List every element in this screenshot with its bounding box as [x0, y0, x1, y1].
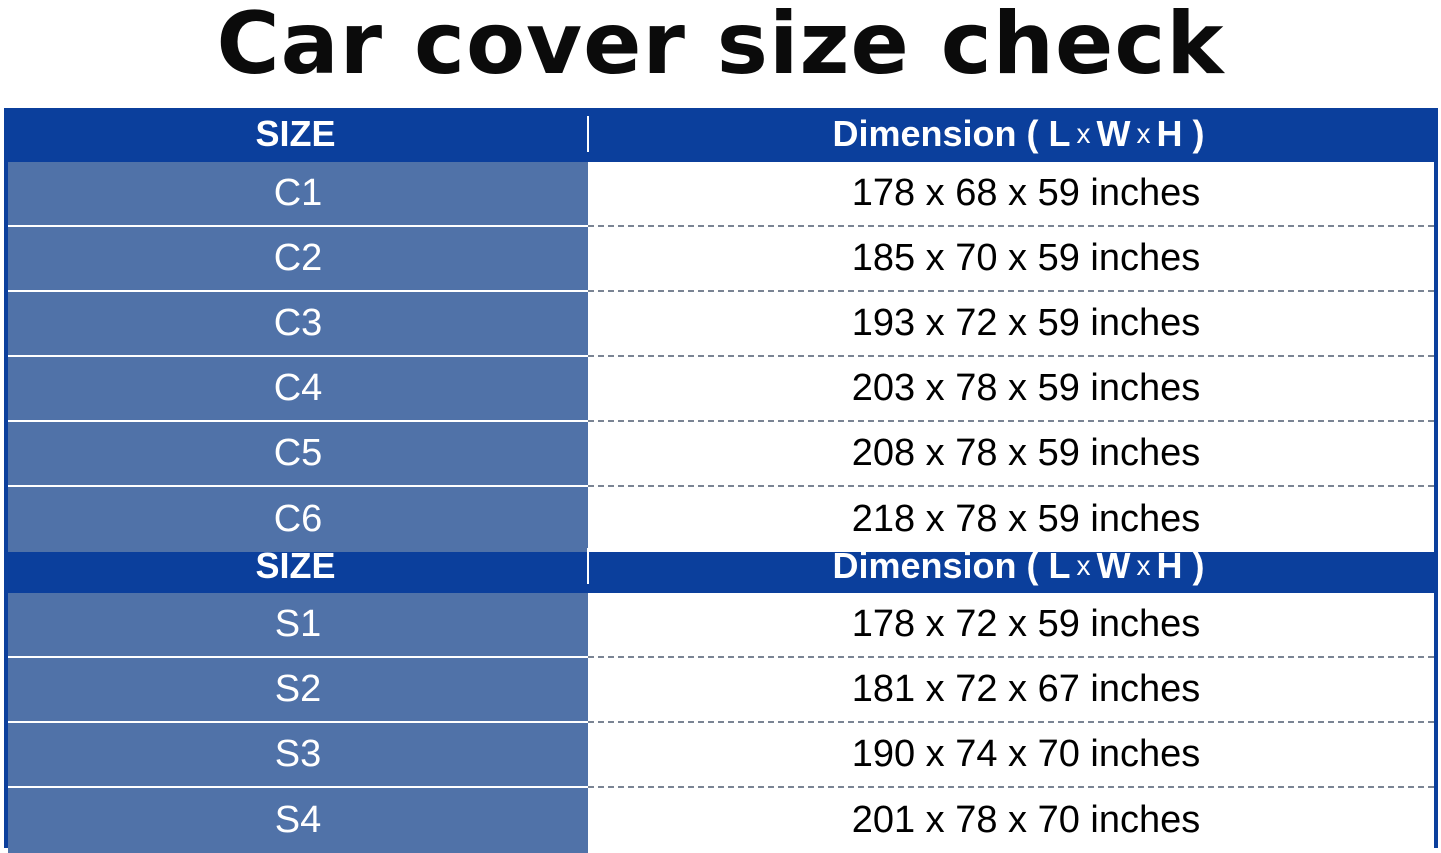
length-label: L [1048, 545, 1071, 586]
dimension-cell: 178 x 68 x 59 inches [588, 162, 1434, 227]
dimension-cell: 208 x 78 x 59 inches [588, 422, 1434, 487]
size-header: SIZE [4, 113, 589, 154]
size-cell: C4 [8, 357, 588, 422]
size-cell: C3 [8, 292, 588, 357]
page-title: Car cover size check [216, 0, 1225, 94]
dimension-cell: 190 x 74 x 70 inches [588, 723, 1434, 788]
dimension-cell: 193 x 72 x 59 inches [588, 292, 1434, 357]
table-row: C1 178 x 68 x 59 inches [8, 162, 1434, 227]
dimension-header-label: Dimension ( [832, 545, 1039, 586]
size-cell: C6 [8, 487, 588, 552]
table-row: C3 193 x 72 x 59 inches [8, 292, 1434, 357]
dimension-cell: 178 x 72 x 59 inches [588, 593, 1434, 658]
times-label: x [1076, 118, 1091, 149]
height-label: H [1156, 545, 1183, 586]
size-cell: S2 [8, 658, 588, 723]
size-cell: C2 [8, 227, 588, 292]
table-row: C4 203 x 78 x 59 inches [8, 357, 1434, 422]
dimension-header-label: Dimension ( [832, 113, 1039, 154]
dimension-cell: 181 x 72 x 67 inches [588, 658, 1434, 723]
table-row: C5 208 x 78 x 59 inches [8, 422, 1434, 487]
times-label: x [1076, 550, 1091, 581]
table-row: S3 190 x 74 x 70 inches [8, 723, 1434, 788]
table-row: S2 181 x 72 x 67 inches [8, 658, 1434, 723]
length-label: L [1048, 113, 1071, 154]
width-label: W [1096, 545, 1131, 586]
table-row: C6 218 x 78 x 59 inches [8, 487, 1434, 552]
size-cell: S3 [8, 723, 588, 788]
dimension-cell: 201 x 78 x 70 inches [588, 788, 1434, 853]
size-cell: C5 [8, 422, 588, 487]
dimension-cell: 185 x 70 x 59 inches [588, 227, 1434, 292]
table-row: C2 185 x 70 x 59 inches [8, 227, 1434, 292]
height-label: H [1156, 113, 1183, 154]
size-cell: S4 [8, 788, 588, 853]
table-row: S4 201 x 78 x 70 inches [8, 788, 1434, 853]
dimension-cell: 203 x 78 x 59 inches [588, 357, 1434, 422]
paren-close: ) [1192, 113, 1205, 154]
times-label: x [1136, 118, 1151, 149]
size-cell: C1 [8, 162, 588, 227]
paren-close: ) [1192, 545, 1205, 586]
dimension-cell: 218 x 78 x 59 inches [588, 487, 1434, 552]
size-cell: S1 [8, 593, 588, 658]
size-header: SIZE [4, 545, 589, 586]
table-row: S1 178 x 72 x 59 inches [8, 593, 1434, 658]
width-label: W [1096, 113, 1131, 154]
times-label: x [1136, 550, 1151, 581]
